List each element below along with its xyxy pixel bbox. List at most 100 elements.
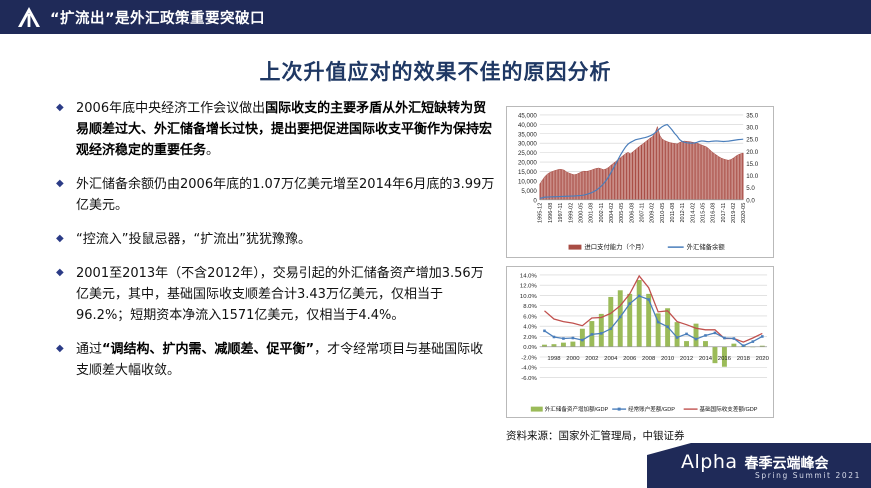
y-axis-right-tick: 20.0 [746, 149, 759, 156]
series-current-account-marker [666, 325, 669, 329]
x-axis-tick-label: 2007-11 [639, 203, 645, 223]
legend-label-reserve-change: 外汇储备资产增加额/GDP [545, 405, 609, 413]
x-axis-tick-label: 2006 [623, 356, 637, 362]
series-current-account-marker [647, 298, 650, 301]
chart-fx-reserves-import-cover: 0 5,000 10,000 15,000 20,000 25,000 30,000 35,0… [506, 106, 774, 258]
legend-swatch-reserve-change [530, 406, 543, 412]
bullet-plain: 2001至2013年（不含2012年），交易引起的外汇储备资产增加3.56万亿美… [76, 266, 484, 323]
x-axis-tick-label: 2000 [566, 356, 580, 362]
series-current-account-marker [713, 331, 717, 335]
x-axis-tick-label: 2000-05 [578, 203, 584, 223]
bar-reserve-change [551, 344, 557, 347]
y-axis-left-tick: 45,000 [518, 112, 537, 119]
series-current-account-marker [600, 332, 603, 335]
x-axis-tick-label: 2004 [604, 356, 618, 362]
x-axis-tick-label: 2001-08 [589, 203, 595, 223]
bullet-plain: ，才令经常项目与基础国际收支顺差大幅收敛。 [76, 342, 484, 378]
bar-reserve-change [703, 341, 708, 347]
series-fx-reserves-line [539, 123, 744, 199]
bullet-plain: 。 [206, 143, 220, 158]
series-current-account-marker [562, 337, 565, 340]
series-current-account-marker [552, 335, 556, 339]
series-current-account-marker [609, 327, 613, 331]
bar-reserve-change [542, 344, 547, 347]
x-axis-tick-label: 1997-11 [558, 203, 564, 223]
x-axis-tick-label: 2019-02 [731, 203, 737, 223]
bullet-list: ◆ 2006年底中央经济工作会议做出国际收支的主要矛盾从外汇短缺转为贸易顺差过大、… [56, 98, 496, 394]
y-axis-right-tick: 0.0 [746, 197, 755, 204]
series-current-account-marker [628, 302, 632, 305]
y-axis-tick-label: -4.0% [521, 366, 537, 372]
x-axis-tick-label: 2005-05 [619, 203, 625, 223]
bullet-text: 2006年底中央经济工作会议做出国际收支的主要矛盾从外汇短缺转为贸易顺差过大、外… [76, 98, 496, 161]
page-title: 上次升值应对的效果不佳的原因分析 [259, 60, 612, 84]
x-axis-tick-label: 2004-02 [609, 203, 615, 223]
y-axis-left-tick: 10,000 [518, 178, 537, 185]
y-axis-tick-label: 4.0% [523, 325, 537, 331]
legend-label-import-cover: 进口支付能力（个月） [584, 242, 647, 251]
bar-reserve-change [693, 323, 699, 347]
x-axis-tick-label: 2017-11 [721, 203, 727, 223]
bullet-plain: “控流入”投鼠忌器，“扩流出”犹犹豫豫。 [76, 232, 311, 247]
bar-reserve-change [684, 341, 690, 347]
bullet-marker-icon: ◆ [56, 102, 64, 113]
y-axis-tick-label: 10.0% [520, 294, 538, 300]
y-axis-right-tick: 15.0 [746, 161, 759, 168]
bullet-plain: 2006年底中央经济工作会议做出 [76, 101, 266, 116]
y-axis-tick-label: 2.0% [523, 335, 537, 341]
x-axis-tick-label: 1999-02 [568, 203, 574, 223]
x-axis-tick-label: 2015-05 [701, 203, 707, 223]
header-bar: “扩流出”是外汇政策重要突破口 [0, 0, 871, 34]
bullet-item: ◆ 2001至2013年（不含2012年），交易引起的外汇储备资产增加3.56万亿… [56, 263, 496, 326]
series-current-account-marker [543, 329, 546, 333]
series-current-account-marker [742, 344, 745, 347]
x-axis-tick-label: 2011-08 [670, 203, 676, 223]
footer-subtitle: Spring Summit 2021 [755, 471, 862, 480]
x-axis-tick-label: 2008 [642, 356, 656, 362]
chart-bop-gdp-ratios: -6.0% -4.0% -2.0% 0.0% 2.0% 4.0% 6.0% 8.0% 10.0%… [506, 266, 774, 418]
bar-reserve-change [570, 341, 576, 347]
bullet-item: ◆ 2006年底中央经济工作会议做出国际收支的主要矛盾从外汇短缺转为贸易顺差过大、… [56, 98, 496, 161]
footer-shape [647, 443, 871, 488]
x-axis-tick-label: 2009-02 [650, 203, 656, 223]
bullet-plain: 通过 [76, 342, 103, 357]
y-axis-left-tick: 25,000 [518, 150, 537, 157]
legend-swatch-import-cover [568, 244, 582, 250]
chart-2-canvas: -6.0% -4.0% -2.0% 0.0% 2.0% 4.0% 6.0% 8.0% 10.0%… [507, 267, 773, 417]
x-axis-tick-label: 2012-11 [680, 203, 686, 223]
x-axis-tick-label: 1998 [547, 356, 561, 362]
series-current-account-marker [704, 334, 707, 337]
bullet-marker-icon: ◆ [56, 343, 64, 354]
series-current-account-marker [590, 333, 594, 336]
bullet-text: 外汇储备余额仍由2006年底的1.07万亿美元增至2014年6月底的3.99万亿… [76, 174, 496, 216]
footer-text: Alpha 春季云端峰会 [681, 451, 829, 473]
bar-reserve-change [674, 322, 680, 347]
bullet-plain: 外汇储备余额仍由2006年底的1.07万亿美元增至2014年6月底的3.99万亿… [76, 177, 495, 213]
bullet-item: ◆ “控流入”投鼠忌器，“扩流出”犹犹豫豫。 [56, 229, 496, 250]
chart-1-canvas: 0 5,000 10,000 15,000 20,000 25,000 30,000 35,0… [507, 107, 773, 257]
series-current-account-marker [732, 337, 736, 340]
bar-reserve-change [608, 296, 614, 347]
x-axis-tick-label: 2012 [680, 356, 693, 362]
x-axis-tick-label: 2016-08 [711, 203, 717, 223]
bar-reserve-change [627, 293, 633, 347]
y-axis-right-tick: 35.0 [746, 112, 759, 119]
footer-alpha-label: Alpha [681, 451, 738, 473]
series-current-account-line [544, 295, 763, 347]
y-axis-right-tick: 25.0 [746, 137, 759, 144]
legend-label-fx-reserves: 外汇储备余额 [687, 242, 726, 251]
x-axis-tick-label: 2002-11 [599, 203, 605, 223]
x-axis-tick-label: 2018 [737, 356, 751, 362]
y-axis-tick-label: -6.0% [521, 376, 537, 382]
y-axis-tick-label: 8.0% [523, 304, 537, 310]
series-current-account-marker [723, 336, 726, 340]
x-axis-tick-label: 2002 [585, 356, 598, 362]
x-axis-tick-label: 2014 [699, 356, 713, 362]
bullet-item: ◆ 通过“调结构、扩内需、减顺差、促平衡”，才令经常项目与基础国际收支顺差大幅收敛… [56, 339, 496, 381]
y-axis-right-tick: 30.0 [746, 125, 759, 132]
header-title: “扩流出”是外汇政策重要突破口 [50, 10, 266, 27]
x-axis-tick-label: 2014-02 [690, 203, 696, 223]
y-axis-left-tick: 30,000 [518, 141, 537, 148]
bar-reserve-change [759, 345, 765, 347]
y-axis-left-tick: 40,000 [518, 122, 537, 129]
